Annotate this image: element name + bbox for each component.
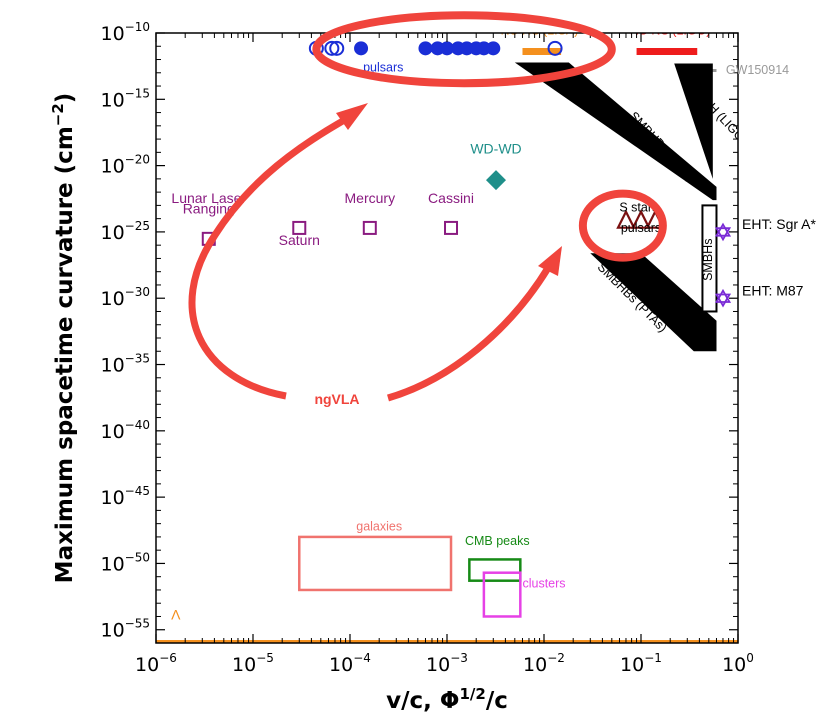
label-ngvla: ngVLA	[314, 391, 359, 407]
y-tick-label: 10−25	[100, 219, 150, 244]
ngvla-arrowhead-upper	[336, 103, 368, 130]
y-tick-label: 10−55	[100, 617, 150, 642]
y-tick-label: 10−20	[100, 153, 150, 178]
smbhb-pta-band	[590, 253, 717, 352]
y-tick-label: 10−35	[100, 352, 150, 377]
s-star-point	[631, 209, 651, 229]
label-eht_sgr: EHT: Sgr A*	[742, 216, 816, 232]
label-galaxies: galaxies	[356, 520, 402, 534]
clusters-box	[482, 571, 522, 618]
eht-star-point-inv	[714, 293, 732, 308]
label-mercury: Mercury	[345, 190, 396, 206]
x-tick-label: 10−6	[135, 651, 177, 676]
solar-system-test-point	[362, 220, 377, 235]
x-tick-label: 10−5	[232, 651, 274, 676]
s-star-point	[616, 209, 636, 229]
y-tick-label: 10−50	[100, 550, 150, 575]
eht-star-point	[714, 222, 732, 237]
solar-system-test-point	[292, 220, 307, 235]
y-tick-label: 10−40	[100, 418, 150, 443]
label-pulsars: pulsars	[363, 61, 403, 75]
y-tick-label: 10−45	[100, 484, 150, 509]
pulsar-point	[486, 41, 501, 56]
ngvla-arrowhead-lower	[538, 246, 562, 276]
label-smbhs: SMBHs	[701, 239, 715, 281]
smbhs-box	[701, 204, 718, 313]
label-llr1: Lunar Laser	[171, 190, 246, 206]
label-llr2: Ranging	[183, 200, 235, 216]
y-tick-label: 10−10	[100, 20, 150, 45]
galaxies-box	[298, 535, 453, 592]
x-tick-label: 100	[722, 651, 754, 676]
annotation-overlay: GW150914 Λ EHT: Sgr A* EHT: M87 ngVLA	[171, 11, 816, 622]
x-tick-label: 10−2	[523, 651, 565, 676]
bhbh-ligo-band	[674, 63, 713, 179]
pulsar-point	[418, 41, 433, 56]
ngvla-arrow-upper	[188, 114, 350, 400]
y-tick-label: 10−30	[100, 285, 150, 310]
x-axis-label: v/c, Φ1/2/c	[386, 685, 508, 714]
ngvla-ellipse-top	[312, 11, 616, 88]
pulsar-point-open	[329, 40, 345, 56]
ngvla-arrow-lower	[387, 266, 551, 402]
ngvla-ellipse-sstars	[578, 189, 667, 262]
label-lambda: Λ	[171, 606, 181, 622]
wd-wd-point	[485, 170, 506, 191]
label-clusters: clusters	[522, 577, 565, 591]
label-saturn: Saturn	[279, 232, 320, 248]
x-tick-label: 10−1	[620, 651, 662, 676]
x-tick-label: 10−4	[329, 651, 371, 676]
x-tick-label: 10−3	[426, 651, 468, 676]
label-cassini: Cassini	[428, 190, 474, 206]
eht-star-point-inv	[714, 227, 732, 242]
eht-star-point	[714, 288, 732, 303]
pulsar-point	[354, 41, 369, 56]
pulsar-point-open	[324, 40, 340, 56]
y-axis-label: Maximum spacetime curvature (cm−2)	[49, 93, 78, 584]
axis-ticks: 10−6 10−5 10−4 10−3 10−2 10−1 100 10−10 10−15 10−…	[49, 20, 754, 714]
solar-system-test-point	[444, 220, 459, 235]
label-gw: GW150914	[726, 63, 789, 77]
label-eht_m87: EHT: M87	[742, 283, 804, 299]
smbhb-lisa-band	[514, 62, 717, 201]
pulsar-point-open	[547, 40, 563, 56]
label-sstars_pulsars: pulsars	[621, 221, 661, 235]
cmb-peaks-box	[468, 558, 522, 582]
y-tick-label: 10−15	[100, 86, 150, 111]
label-wdwd: WD-WD	[470, 141, 521, 157]
label-cmb: CMB peaks	[465, 534, 530, 548]
